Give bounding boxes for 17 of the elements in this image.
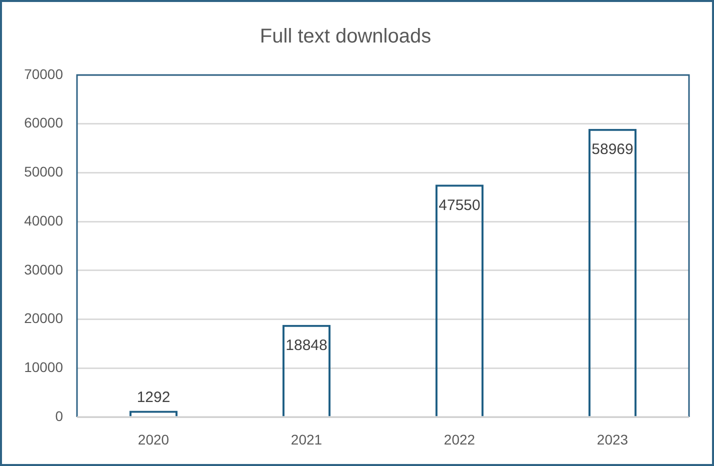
- data-label: 58969: [592, 141, 634, 158]
- y-tick-label: 60000: [24, 114, 64, 131]
- data-label: 47550: [438, 196, 480, 214]
- y-tick-label: 30000: [24, 261, 64, 278]
- data-label: 1292: [136, 388, 170, 406]
- y-tick-label: 50000: [24, 164, 64, 180]
- y-tick-label: 70000: [24, 66, 64, 82]
- chart-title: Full text downloads: [260, 26, 432, 48]
- y-tick-label: 0: [55, 408, 64, 424]
- y-tick-label: 10000: [24, 359, 64, 375]
- y-tick-label: 40000: [24, 212, 64, 228]
- x-tick-label: 2020: [138, 431, 170, 448]
- x-tick-label: 2022: [444, 431, 476, 448]
- y-tick-label: 20000: [24, 310, 64, 326]
- data-label: 18848: [286, 337, 328, 354]
- x-tick-label: 2021: [290, 431, 322, 448]
- x-tick-label: 2023: [596, 431, 628, 448]
